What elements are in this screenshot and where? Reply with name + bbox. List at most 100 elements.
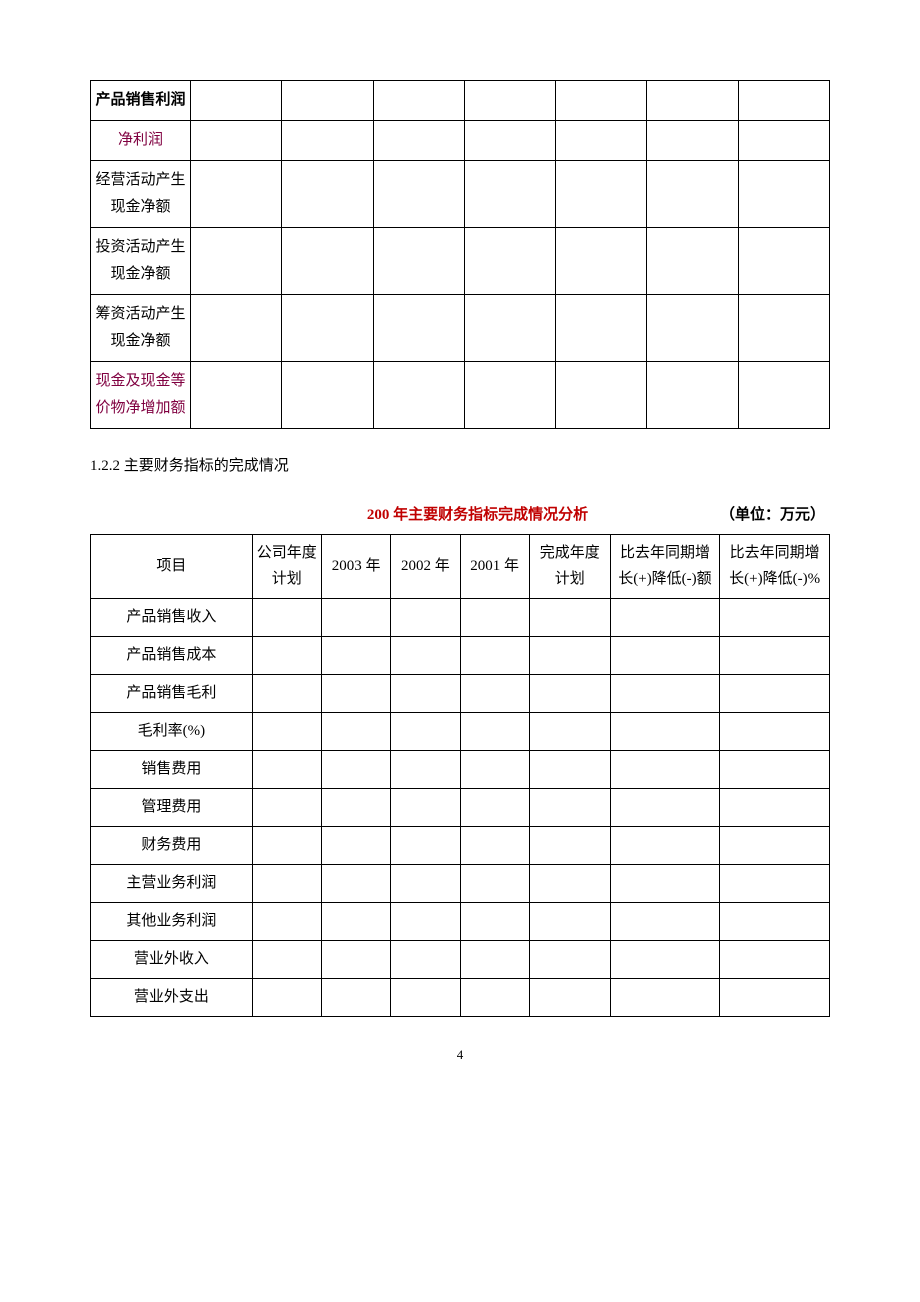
data-cell <box>720 789 830 827</box>
data-cell <box>373 121 464 161</box>
table-row: 筹资活动产生现金净额 <box>91 295 830 362</box>
data-cell <box>556 161 647 228</box>
data-cell <box>191 228 282 295</box>
data-cell <box>282 161 373 228</box>
data-cell <box>720 599 830 637</box>
data-cell <box>720 637 830 675</box>
data-cell <box>464 161 555 228</box>
data-cell <box>321 713 390 751</box>
data-cell <box>391 979 460 1017</box>
data-cell <box>529 903 610 941</box>
data-cell <box>720 827 830 865</box>
data-cell <box>282 228 373 295</box>
data-cell <box>252 599 321 637</box>
data-cell <box>464 121 555 161</box>
data-cell <box>252 865 321 903</box>
data-cell <box>738 161 829 228</box>
data-cell <box>720 903 830 941</box>
table-row: 产品销售利润 <box>91 81 830 121</box>
data-cell <box>738 121 829 161</box>
row-label: 现金及现金等价物净增加额 <box>91 362 191 429</box>
data-cell <box>610 675 720 713</box>
data-cell <box>647 228 738 295</box>
header-complete: 完成年度计划 <box>529 535 610 599</box>
data-cell <box>720 865 830 903</box>
table2-body: 产品销售收入产品销售成本产品销售毛利毛利率(%)销售费用管理费用财务费用主营业务… <box>91 599 830 1017</box>
data-cell <box>460 713 529 751</box>
data-cell <box>252 675 321 713</box>
table2-title: 200 年主要财务指标完成情况分析 <box>95 503 720 524</box>
table-row: 其他业务利润 <box>91 903 830 941</box>
data-cell <box>252 751 321 789</box>
data-cell <box>529 599 610 637</box>
data-cell <box>391 827 460 865</box>
data-cell <box>529 713 610 751</box>
data-cell <box>647 161 738 228</box>
data-cell <box>647 295 738 362</box>
data-cell <box>391 789 460 827</box>
row-label: 产品销售利润 <box>91 81 191 121</box>
section-heading: 1.2.2 主要财务指标的完成情况 <box>90 454 830 478</box>
data-cell <box>321 637 390 675</box>
data-cell <box>391 713 460 751</box>
row-label: 毛利率(%) <box>91 713 253 751</box>
data-cell <box>720 713 830 751</box>
data-cell <box>460 941 529 979</box>
data-cell <box>610 979 720 1017</box>
data-cell <box>720 941 830 979</box>
data-cell <box>460 979 529 1017</box>
table-row: 毛利率(%) <box>91 713 830 751</box>
data-cell <box>252 903 321 941</box>
data-cell <box>252 979 321 1017</box>
table2-header-row: 项目 公司年度计划 2003 年 2002 年 2001 年 完成年度计划 比去… <box>91 535 830 599</box>
row-label: 产品销售成本 <box>91 637 253 675</box>
financial-summary-table: 产品销售利润净利润经营活动产生现金净额投资活动产生现金净额筹资活动产生现金净额现… <box>90 80 830 429</box>
data-cell <box>321 903 390 941</box>
data-cell <box>610 789 720 827</box>
data-cell <box>460 637 529 675</box>
row-label: 营业外支出 <box>91 979 253 1017</box>
data-cell <box>738 362 829 429</box>
data-cell <box>321 827 390 865</box>
data-cell <box>191 161 282 228</box>
data-cell <box>321 751 390 789</box>
data-cell <box>373 81 464 121</box>
data-cell <box>321 941 390 979</box>
data-cell <box>391 599 460 637</box>
table-row: 营业外收入 <box>91 941 830 979</box>
table-row: 财务费用 <box>91 827 830 865</box>
data-cell <box>529 675 610 713</box>
header-year2: 2002 年 <box>391 535 460 599</box>
data-cell <box>391 903 460 941</box>
data-cell <box>610 827 720 865</box>
data-cell <box>460 751 529 789</box>
data-cell <box>529 751 610 789</box>
data-cell <box>738 228 829 295</box>
row-label: 净利润 <box>91 121 191 161</box>
row-label: 筹资活动产生现金净额 <box>91 295 191 362</box>
data-cell <box>321 675 390 713</box>
row-label: 财务费用 <box>91 827 253 865</box>
table2-unit: （单位：万元） <box>720 503 825 524</box>
header-diff-percent: 比去年同期增长(+)降低(-)% <box>720 535 830 599</box>
data-cell <box>720 675 830 713</box>
table1-body: 产品销售利润净利润经营活动产生现金净额投资活动产生现金净额筹资活动产生现金净额现… <box>91 81 830 429</box>
data-cell <box>460 827 529 865</box>
data-cell <box>556 121 647 161</box>
header-year1: 2003 年 <box>321 535 390 599</box>
data-cell <box>391 751 460 789</box>
data-cell <box>391 941 460 979</box>
data-cell <box>610 941 720 979</box>
data-cell <box>529 941 610 979</box>
table-row: 投资活动产生现金净额 <box>91 228 830 295</box>
data-cell <box>610 865 720 903</box>
data-cell <box>321 789 390 827</box>
data-cell <box>720 979 830 1017</box>
data-cell <box>529 979 610 1017</box>
data-cell <box>529 865 610 903</box>
data-cell <box>529 789 610 827</box>
data-cell <box>252 637 321 675</box>
page-number: 4 <box>90 1047 830 1063</box>
data-cell <box>647 121 738 161</box>
data-cell <box>610 751 720 789</box>
